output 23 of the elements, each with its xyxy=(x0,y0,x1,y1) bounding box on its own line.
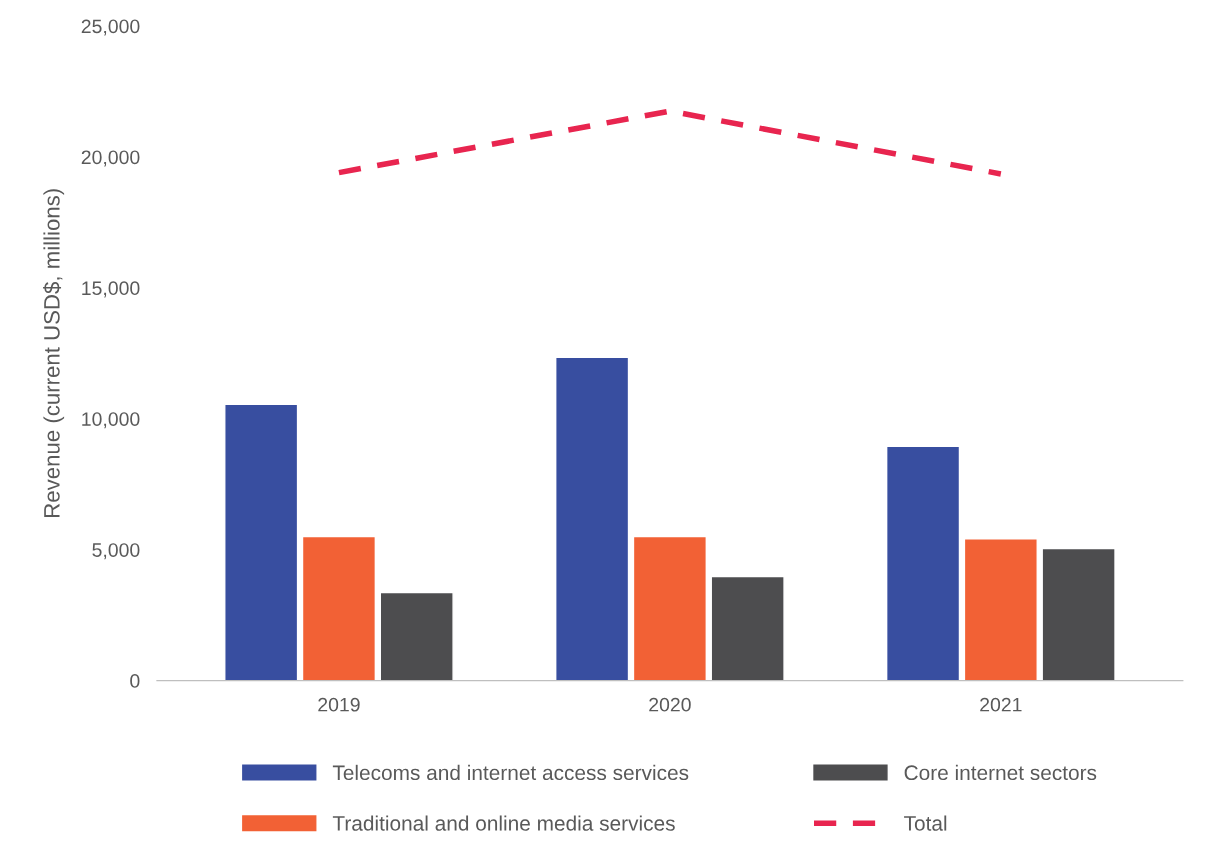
legend-label: Traditional and online media services xyxy=(332,815,675,831)
x-tick-label: 2020 xyxy=(649,697,691,712)
bar xyxy=(1041,547,1116,681)
bar xyxy=(963,537,1038,681)
bar xyxy=(710,575,785,681)
bar xyxy=(301,535,377,681)
y-axis-title: Revenue (current USD$, millions) xyxy=(43,189,65,517)
y-tick-label: 5,000 xyxy=(92,543,140,560)
y-tick-label: 15,000 xyxy=(82,281,140,298)
legend-label: Total xyxy=(904,815,947,831)
legend-label: Telecoms and internet access services xyxy=(332,764,689,781)
bar xyxy=(224,403,299,681)
y-tick-label: 20,000 xyxy=(81,150,140,167)
bar xyxy=(885,445,961,681)
x-tick-label: 2021 xyxy=(980,697,1022,712)
y-tick-label: 10,000 xyxy=(82,412,140,429)
bar xyxy=(555,356,630,681)
bar xyxy=(632,535,707,681)
y-tick-label: 0 xyxy=(130,674,140,688)
legend-label: Core internet sectors xyxy=(904,764,1097,781)
y-tick-label: 25,000 xyxy=(81,19,140,36)
bar xyxy=(379,591,454,681)
x-tick-label: 2019 xyxy=(318,697,360,712)
